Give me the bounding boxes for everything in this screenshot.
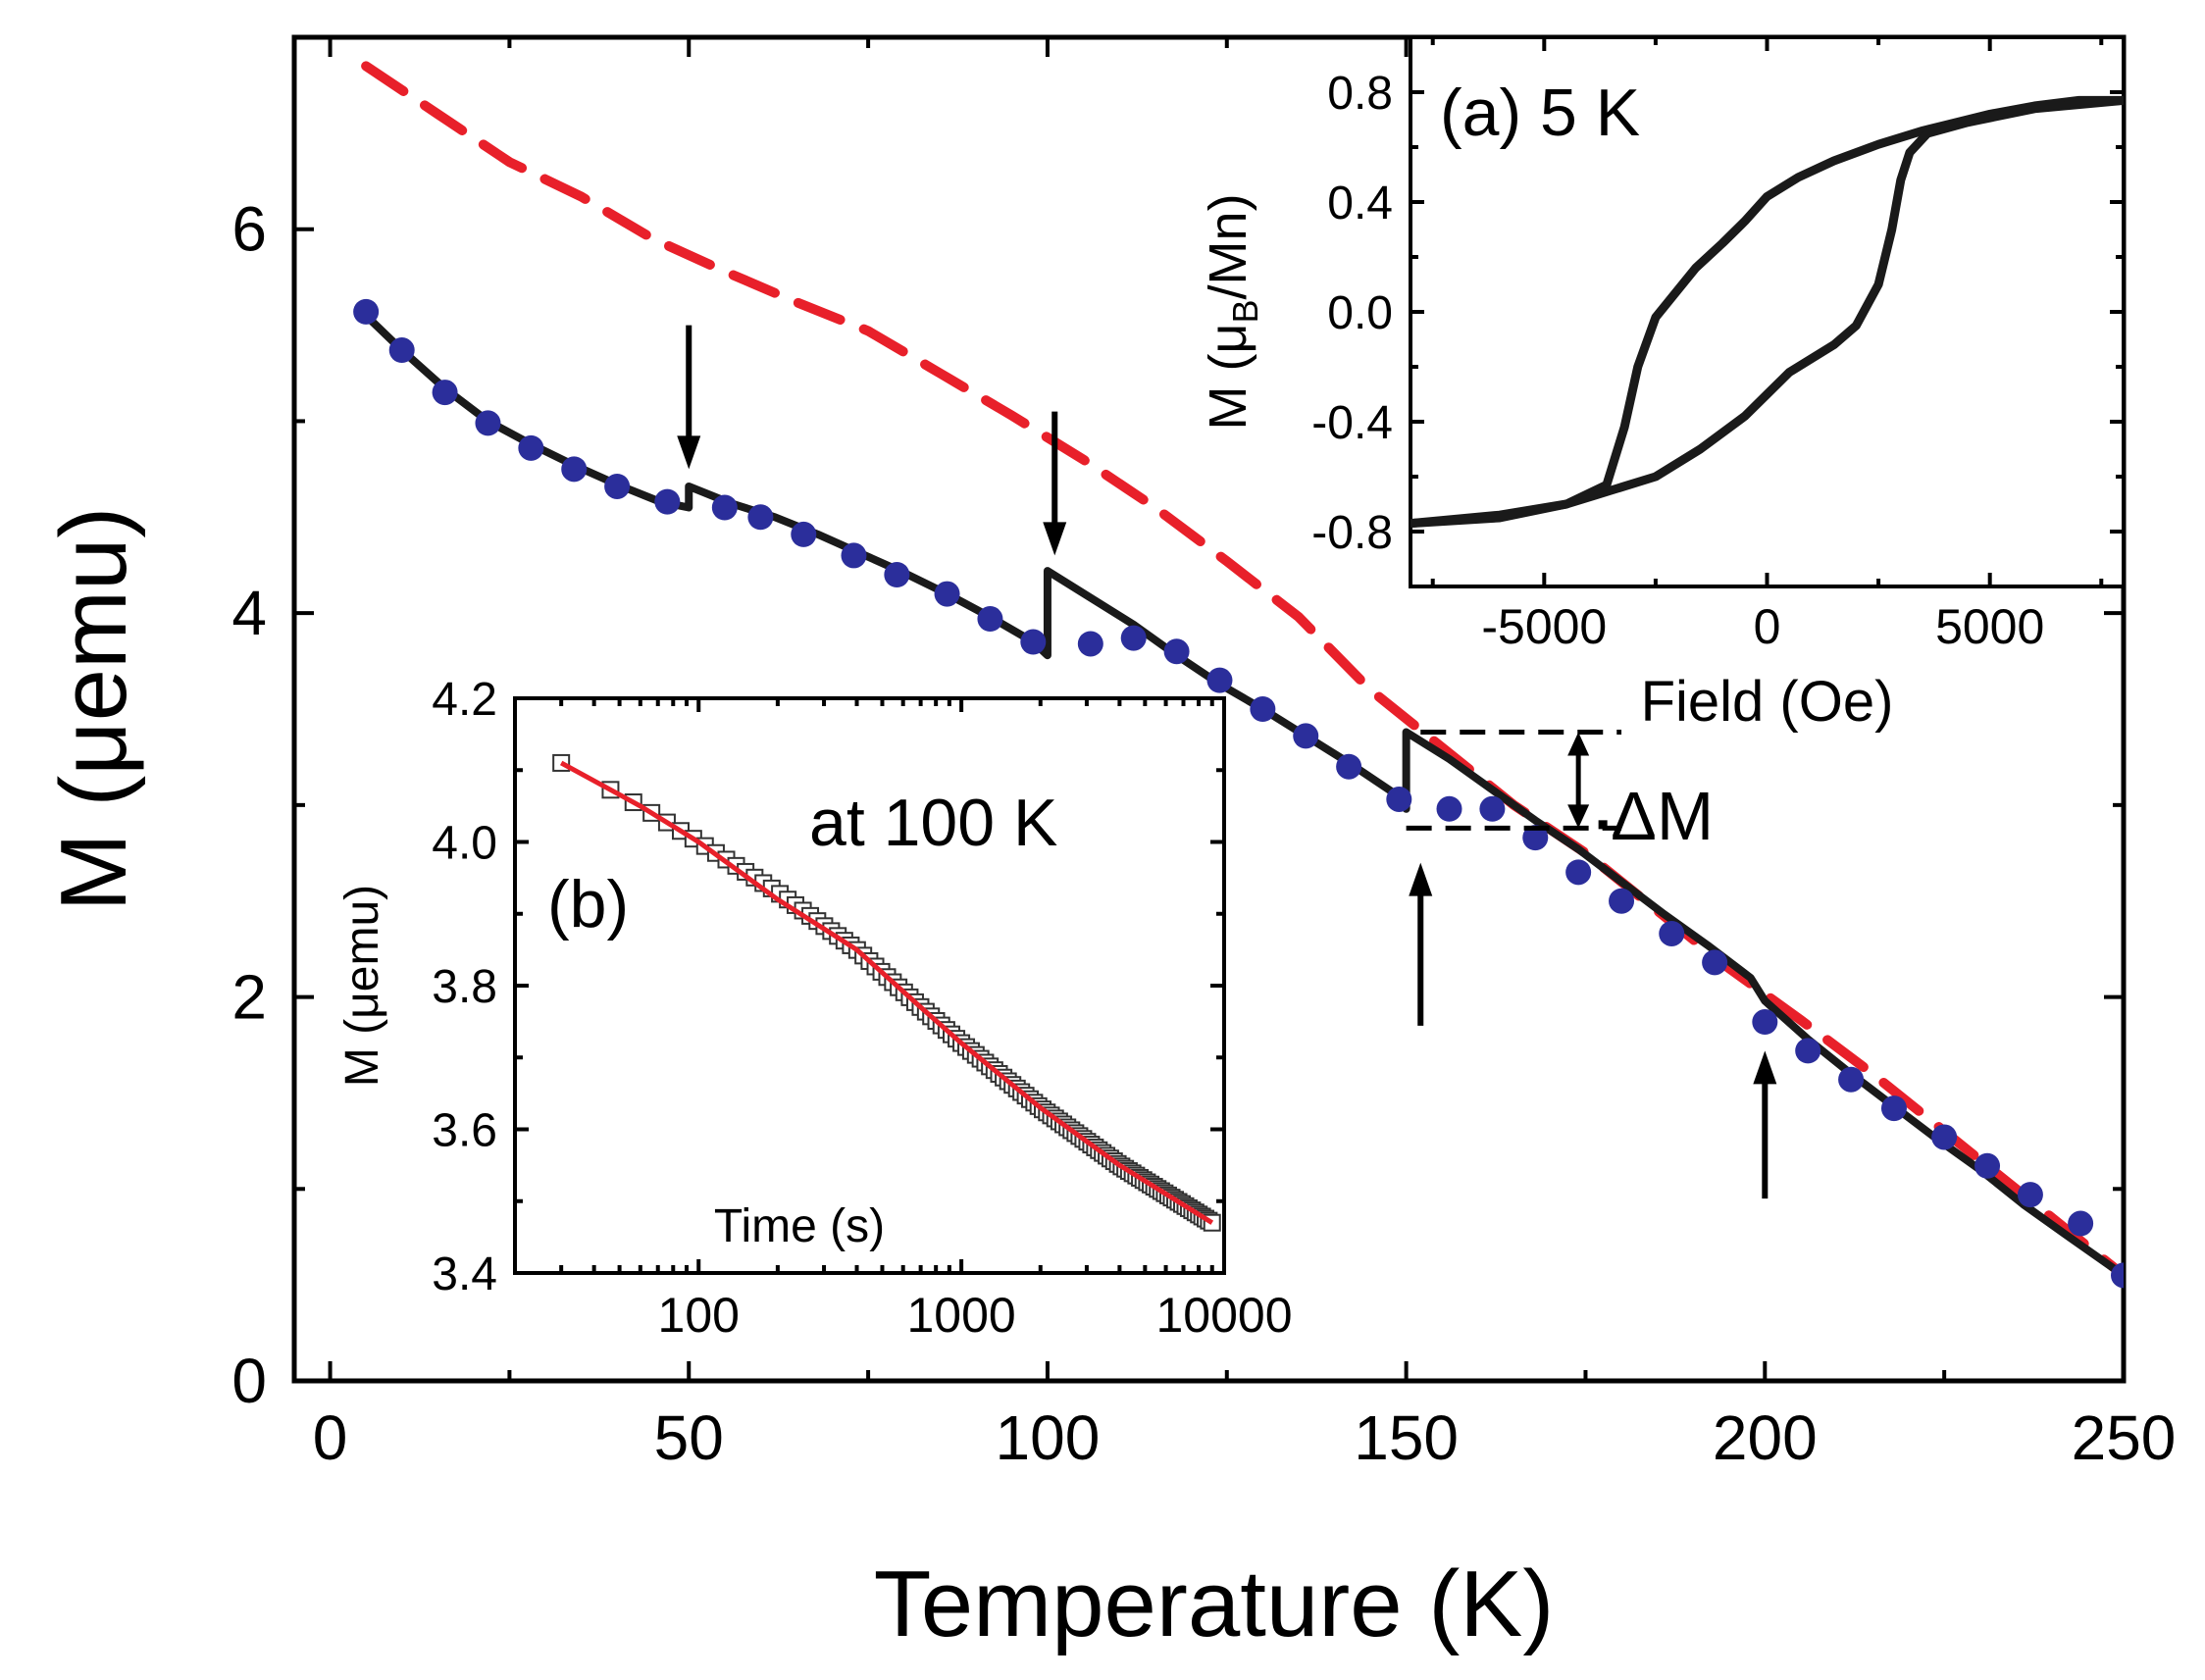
inset-a-plot-area: [1410, 95, 2124, 529]
data-point: [1880, 1095, 1907, 1122]
data-point: [1336, 753, 1362, 780]
inset-b-frame: [513, 696, 1226, 1275]
inset-b-x-tick-label: 10000: [1155, 1288, 1292, 1343]
data-point: [934, 581, 960, 607]
data-point: [2111, 1262, 2124, 1289]
data-point: [884, 562, 910, 587]
data-point: [1020, 629, 1047, 655]
data-point: [1795, 1038, 1821, 1064]
data-point: [1163, 638, 1190, 665]
inset-a-y-tick-label: 0.0: [1327, 287, 1393, 339]
data-point: [1522, 825, 1549, 851]
data-point: [1974, 1152, 2001, 1179]
inset-b-relaxation: 100 1000 10000 3.4 3.6 3.8 4.0 4.2 Time (s) M (μe…: [336, 674, 1293, 1343]
inset-a-y-tick-label: -0.4: [1311, 397, 1393, 449]
series-dashed-reference: [361, 61, 2124, 1281]
inset-a-x-tick-label: -5000: [1481, 599, 1607, 654]
data-point: [1659, 920, 1685, 946]
data-point: [1565, 859, 1592, 886]
inset-b-plot-area: [552, 753, 1221, 1232]
data-point: [604, 473, 631, 499]
data-point: [1077, 631, 1103, 657]
data-point: [1479, 795, 1506, 822]
data-point: [1386, 786, 1412, 812]
data-point: [711, 494, 738, 521]
data-point: [518, 434, 544, 461]
inset-a-title: (a) 5 K: [1440, 76, 1640, 150]
data-point: [1702, 949, 1728, 976]
delta-arrow-head-down: [1567, 804, 1590, 829]
main-plot-area: [353, 61, 2124, 1289]
inset-a-y-axis-label: M (μB/Mn): [1199, 193, 1265, 430]
data-point: [561, 456, 588, 483]
data-point: [432, 380, 458, 406]
main-y-tick-label: 0: [231, 1346, 267, 1416]
data-point: [841, 542, 867, 569]
data-point: [1293, 723, 1319, 749]
inset-a-y-label-main: M (μ: [1199, 323, 1257, 430]
main-x-axis-label: Temperature (K): [874, 1552, 1555, 1656]
data-point: [1250, 696, 1276, 722]
inset-b-x-tick-label: 100: [658, 1288, 740, 1343]
inset-b-y-tick-label: 4.0: [432, 818, 497, 870]
inset-a-frame: [1409, 35, 2126, 588]
data-point: [1436, 795, 1462, 822]
main-y-tick-label: 2: [231, 962, 267, 1033]
data-point: [1206, 667, 1233, 693]
main-y-tick-label: 6: [231, 194, 267, 265]
arrow-down-100-head: [1043, 522, 1067, 556]
arrow-down-50-head: [677, 435, 701, 470]
main-chart: 0 50 100 150 200 250 0 2 4 6 Temperature (K) M (μem…: [41, 34, 2177, 1656]
main-x-tick-label: 50: [654, 1402, 724, 1473]
data-point: [1609, 888, 1635, 914]
inset-a-x-tick-label: 0: [1754, 599, 1781, 654]
inset-a-y-label-sub: B: [1225, 299, 1265, 323]
inset-b-x-tick-label: 1000: [907, 1288, 1016, 1343]
main-x-tick-label: 0: [313, 1402, 348, 1473]
inset-b-y-tick-label: 3.6: [432, 1105, 497, 1157]
delta-arrow-head-up: [1567, 732, 1590, 756]
data-point: [1838, 1066, 1865, 1093]
inset-a-y-label-tail: /Mn): [1199, 193, 1257, 299]
inset-b-y-tick-label: 3.4: [432, 1248, 497, 1300]
delta-dot: [1598, 820, 1608, 830]
arrow-up-152-head: [1409, 862, 1433, 896]
data-point: [2017, 1182, 2043, 1208]
inset-b-y-tick-label: 4.2: [432, 674, 497, 726]
inset-b-title: (b): [547, 867, 629, 942]
inset-a-x-tick-label: 5000: [1935, 599, 2044, 654]
data-point: [747, 504, 774, 531]
inset-b-fit-line: [559, 760, 1214, 1225]
inset-a-x-axis-label: Field (Oe): [1641, 670, 1894, 734]
delta-m-label: ΔM: [1611, 778, 1714, 854]
main-x-tick-label: 150: [1354, 1402, 1459, 1473]
data-point: [977, 606, 1003, 633]
data-point: [1931, 1124, 1958, 1150]
inset-b-y-axis-label: M (μemu): [336, 885, 388, 1087]
data-point: [791, 521, 817, 547]
data-point: [654, 488, 681, 515]
inset-b-subtitle: at 100 K: [809, 786, 1057, 860]
data-point: [353, 298, 380, 325]
arrow-up-200-head: [1753, 1050, 1777, 1085]
data-point: [1752, 1009, 1778, 1036]
inset-a-y-tick-label: 0.4: [1327, 178, 1393, 229]
inset-a-y-tick-label: 0.8: [1327, 68, 1393, 120]
data-point: [1120, 625, 1147, 651]
main-x-tick-label: 100: [996, 1402, 1101, 1473]
data-point: [388, 337, 415, 364]
inset-b-y-tick-label: 3.8: [432, 961, 497, 1013]
inset-b-x-axis-label: Time (s): [714, 1200, 885, 1252]
main-x-tick-label: 200: [1713, 1402, 1818, 1473]
data-point: [2068, 1210, 2094, 1237]
inset-a-y-tick-label: -0.8: [1311, 507, 1393, 559]
main-plot-frame: [291, 34, 2127, 1384]
main-x-tick-label: 250: [2072, 1402, 2177, 1473]
main-y-tick-label: 4: [231, 578, 267, 648]
inset-a-hysteresis: -5000 0 5000 -0.8 -0.4 0.0 0.4 0.8 Field (Oe) M (…: [1199, 35, 2126, 734]
main-y-axis-label: M (μemu): [41, 507, 146, 912]
data-point: [475, 410, 501, 436]
inset-a-ascending-branch: [1410, 95, 2124, 529]
